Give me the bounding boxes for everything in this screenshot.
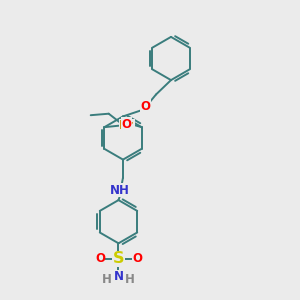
Text: O: O xyxy=(140,100,151,113)
Text: N: N xyxy=(113,270,124,284)
Text: O: O xyxy=(132,252,142,266)
Text: O: O xyxy=(95,252,105,266)
Text: NH: NH xyxy=(110,184,130,197)
Text: S: S xyxy=(113,251,124,266)
Text: H: H xyxy=(125,273,135,286)
Text: O: O xyxy=(122,118,132,131)
Text: H: H xyxy=(102,273,112,286)
Text: Br: Br xyxy=(119,119,134,132)
